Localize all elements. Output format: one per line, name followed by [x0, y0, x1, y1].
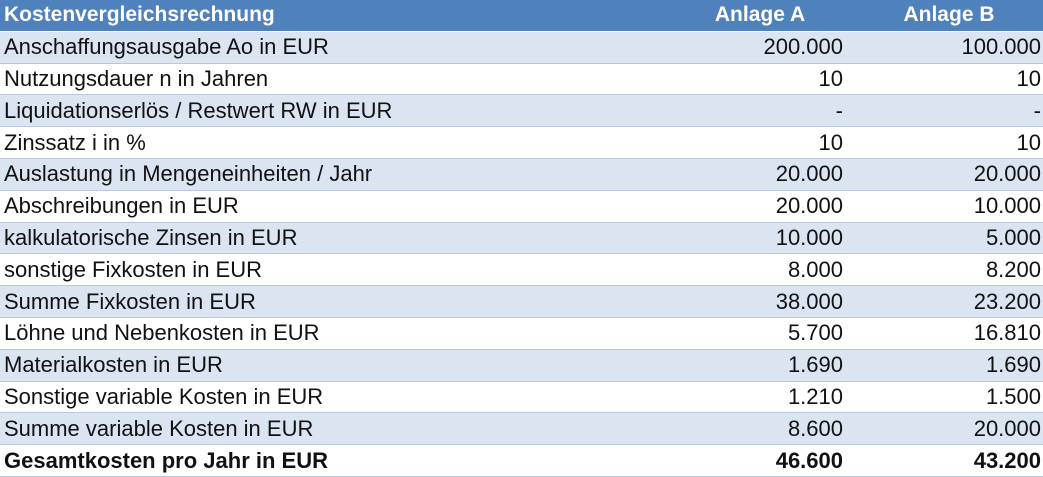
header-anlage-b: Anlage B — [903, 3, 995, 27]
row-label: Nutzungsdauer n in Jahren — [4, 65, 269, 91]
table-header-row: Kostenvergleichsrechnung Anlage A Anlage… — [0, 0, 1043, 32]
row-label: Summe Fixkosten in EUR — [4, 288, 256, 314]
anlage-a-value: 10 — [818, 65, 843, 91]
table-row: Abschreibungen in EUR 20.000 10.000 — [0, 190, 1043, 223]
anlage-b-value: 20.000 — [973, 415, 1041, 441]
table-row: Sonstige variable Kosten in EUR 1.210 1.… — [0, 381, 1043, 414]
table-row: Nutzungsdauer n in Jahren 10 10 — [0, 63, 1043, 96]
anlage-b-value: - — [1033, 97, 1041, 123]
anlage-b-value: 20.000 — [973, 161, 1041, 187]
anlage-a-value: 5.700 — [787, 320, 843, 346]
anlage-a-value: 1.690 — [787, 352, 843, 378]
anlage-b-value: 10 — [1016, 65, 1041, 91]
row-label: Löhne und Nebenkosten in EUR — [4, 320, 320, 346]
anlage-a-value: 8.600 — [787, 415, 843, 441]
table-row: Auslastung in Mengeneinheiten / Jahr 20.… — [0, 158, 1043, 191]
row-label: Sonstige variable Kosten in EUR — [4, 383, 324, 409]
table-row: Anschaffungsausgabe Ao in EUR 200.000 10… — [0, 31, 1043, 64]
table-row: Löhne und Nebenkosten in EUR 5.700 16.81… — [0, 317, 1043, 350]
total-anlage-a-value: 46.600 — [775, 447, 843, 473]
anlage-a-value: 20.000 — [775, 193, 843, 219]
anlage-a-value: 10 — [818, 129, 843, 155]
header-anlage-a: Anlage A — [714, 3, 806, 27]
anlage-b-value: 10 — [1016, 129, 1041, 155]
anlage-a-value: 20.000 — [775, 161, 843, 187]
row-label: Abschreibungen in EUR — [4, 193, 239, 219]
anlage-a-value: 10.000 — [775, 224, 843, 250]
row-label: Anschaffungsausgabe Ao in EUR — [4, 34, 329, 60]
total-anlage-b-value: 43.200 — [973, 447, 1041, 473]
table-row: Liquidationserlös / Restwert RW in EUR -… — [0, 95, 1043, 128]
anlage-b-value: 5.000 — [985, 224, 1041, 250]
anlage-a-value: 200.000 — [763, 34, 843, 60]
anlage-a-value: 38.000 — [775, 288, 843, 314]
anlage-b-value: 8.200 — [985, 256, 1041, 282]
anlage-b-value: 1.690 — [985, 352, 1041, 378]
total-row: Gesamtkosten pro Jahr in EUR 46.600 43.2… — [0, 445, 1043, 477]
row-label: Materialkosten in EUR — [4, 352, 223, 378]
anlage-b-value: 16.810 — [973, 320, 1041, 346]
anlage-b-value: 100.000 — [961, 34, 1041, 60]
anlage-b-value: 23.200 — [973, 288, 1041, 314]
table-row: Summe Fixkosten in EUR 38.000 23.200 — [0, 286, 1043, 318]
row-label: Zinssatz i in % — [4, 129, 146, 155]
row-label: Auslastung in Mengeneinheiten / Jahr — [4, 161, 373, 187]
table-row: Zinssatz i in % 10 10 — [0, 127, 1043, 159]
row-label: Liquidationserlös / Restwert RW in EUR — [4, 97, 393, 123]
anlage-a-value: 8.000 — [787, 256, 843, 282]
anlage-b-value: 1.500 — [985, 383, 1041, 409]
header-title: Kostenvergleichsrechnung — [4, 3, 275, 27]
total-label: Gesamtkosten pro Jahr in EUR — [4, 447, 328, 473]
anlage-a-value: 1.210 — [787, 383, 843, 409]
row-label: sonstige Fixkosten in EUR — [4, 256, 262, 282]
table-row: Summe variable Kosten in EUR 8.600 20.00… — [0, 413, 1043, 446]
anlage-b-value: 10.000 — [973, 193, 1041, 219]
table-row: Materialkosten in EUR 1.690 1.690 — [0, 349, 1043, 382]
anlage-a-value: - — [835, 97, 843, 123]
row-label: Summe variable Kosten in EUR — [4, 415, 314, 441]
table-row: kalkulatorische Zinsen in EUR 10.000 5.0… — [0, 222, 1043, 255]
row-label: kalkulatorische Zinsen in EUR — [4, 224, 298, 250]
table-row: sonstige Fixkosten in EUR 8.000 8.200 — [0, 254, 1043, 287]
